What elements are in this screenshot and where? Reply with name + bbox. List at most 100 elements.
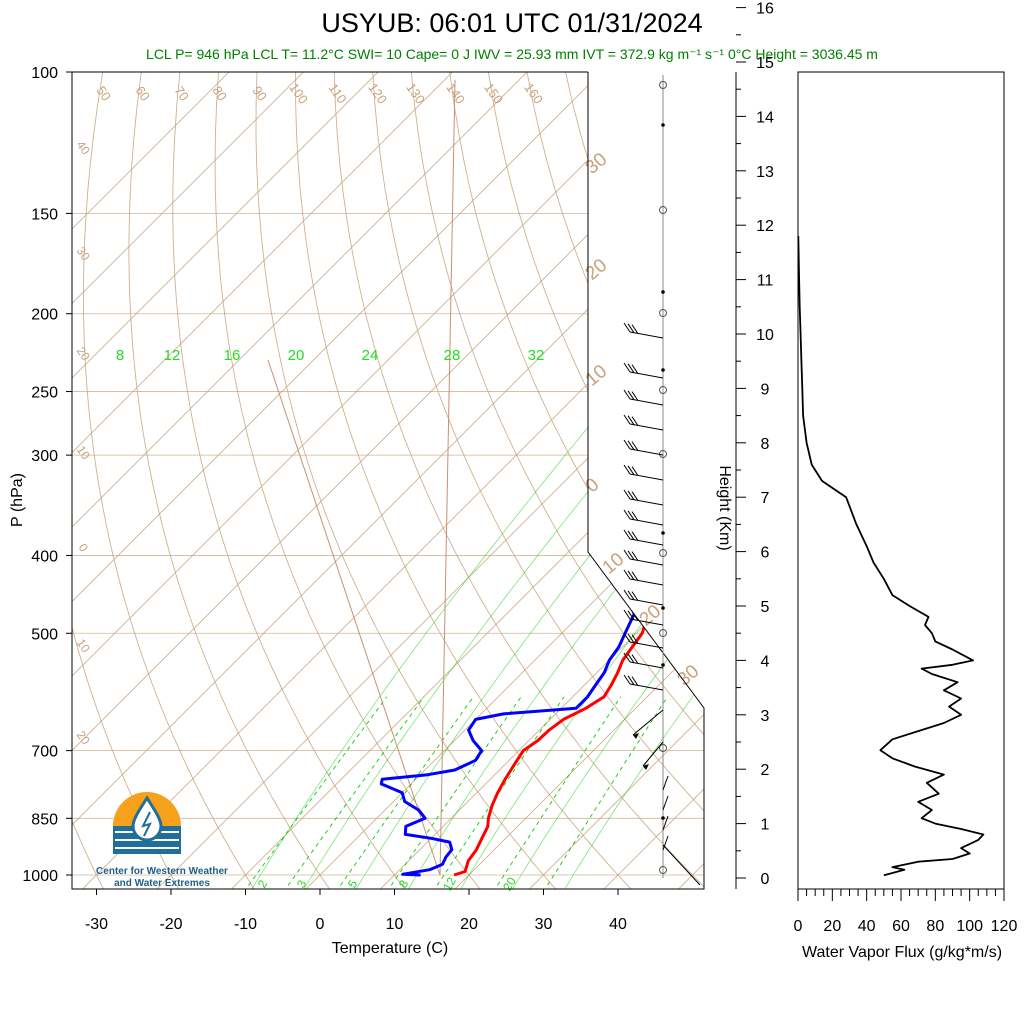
height-tick-label: 16 [756,1,774,18]
wind-barb [629,641,664,649]
adiabat-label: 100 [286,80,311,106]
wind-barb-flag [627,550,635,561]
height-tick-label: 11 [757,273,774,290]
wind-barb-flag [627,570,635,581]
height-axis-label: Height (Km) [716,465,733,550]
wind-barb-flag [627,363,635,374]
wind-barb [629,331,664,339]
chart-subtitle: LCL P= 946 hPa LCL T= 11.2°C SWI= 10 Cap… [146,46,878,62]
pressure-tick-label: 200 [31,307,58,324]
calm-wind-circle [659,744,667,752]
dry-adiabat [632,72,704,889]
moist-adiabat [249,362,643,889]
wind-barb-flag [623,549,631,560]
wind-dot [661,123,665,127]
isotherm [72,72,416,889]
dry-adiabat [172,72,408,889]
wind-barb-flag [623,529,631,540]
isotherm [72,72,267,889]
wind-barb [629,683,664,691]
isotherm [79,72,704,889]
adiabat-label: 90 [249,83,270,103]
flux-tick-label: 80 [926,918,944,935]
wind-barb-flag [623,569,631,580]
wind-pennant [643,764,649,770]
wind-barb-flag [631,391,639,401]
wind-barb-flag [627,510,635,521]
wind-barb [629,598,664,606]
isotherm [72,72,704,889]
wind-barb-flag [631,634,639,644]
isotherm [377,72,704,889]
pressure-tick-label: 300 [31,448,58,465]
wind-barb-flag [623,609,631,620]
isotherm [526,72,704,889]
wind-barb-flag [623,589,631,600]
dry-adiabat [746,35,1024,892]
temperature-tick-label: -10 [234,916,257,933]
isotherm [72,72,639,889]
mixing-ratio-label: 16 [224,347,241,364]
dry-adiabat [295,72,635,889]
dry-adiabat [783,35,1024,892]
isotherm-label: 20 [582,255,612,285]
wind-barb-short [662,795,669,811]
left-label: 0 [76,541,91,555]
calm-wind-circle [659,549,667,557]
flux-tick-label: 40 [858,918,876,935]
adiabat-label: 110 [326,81,350,107]
wind-barb-flag [627,390,635,401]
wind-barb-flag [623,509,631,520]
height-tick-label: 5 [761,599,770,616]
isotherm [675,72,704,889]
flux-tick-label: 120 [991,918,1018,935]
wind-barb-flag [627,653,635,664]
wind-barb [629,558,664,566]
mixing-ratio-line [335,696,474,889]
logo-text-line2: and Water Extremes [114,878,210,889]
wind-barb-flag [631,676,639,686]
height-tick-label: 2 [761,762,770,779]
pressure-tick-label: 250 [31,385,58,402]
wind-barb-short [662,775,669,791]
pressure-tick-label: 150 [31,206,58,223]
dry-adiabat [895,35,1024,892]
calm-wind-circle [659,629,667,637]
temperature-tick-label: 30 [535,916,553,933]
temperature-tick-label: -30 [85,916,108,933]
wind-barb [629,371,664,379]
dry-adiabat [670,72,704,889]
temperature-tick-label: 40 [609,916,627,933]
mixing-ratio-line [386,696,522,889]
isotherm [600,72,704,889]
temperature-line [453,312,704,877]
wind-dot [661,531,665,535]
height-tick-label: 15 [756,55,774,72]
wind-barb-flag [623,439,631,450]
mixing-ratio-label: 8 [116,347,124,364]
dry-adiabat [370,72,704,889]
wind-barb-flag [623,652,631,663]
dry-adiabat [82,72,257,889]
wind-barb-flag [631,611,639,621]
isotherm [72,72,341,889]
wind-barb-short [662,835,669,851]
wind-barb-flag [623,322,631,333]
flux-tick-label: 20 [823,918,841,935]
height-tick-label: 10 [756,327,774,344]
mixing-ratio-line [432,696,565,889]
wind-barb [629,518,664,526]
adiabat-label: 130 [403,80,428,106]
dewpoint-line [379,312,704,877]
mixing-ratio-label: 24 [362,347,379,364]
wind-barb-flag [627,440,635,451]
wind-barb-flag [631,654,639,664]
wind-barb-flag [631,511,639,521]
logo-bolt-icon [141,811,152,837]
pressure-tick-label: 500 [31,626,58,643]
cw3e-logo [113,792,181,854]
mixing-ratio-label: 28 [444,347,461,364]
height-tick-label: 14 [756,109,774,126]
